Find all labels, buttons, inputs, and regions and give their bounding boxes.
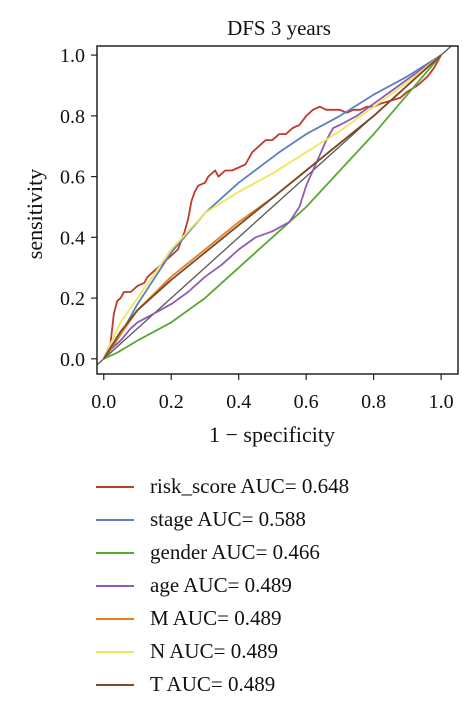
- legend-swatch: [96, 683, 134, 686]
- x-tick-label: 0.2: [159, 391, 184, 413]
- legend-entry: risk_score AUC= 0.648: [96, 470, 456, 503]
- series-line-0: [102, 54, 442, 360]
- y-tick-label: 0.6: [60, 167, 85, 189]
- plot-area: [96, 45, 452, 366]
- legend-entry: stage AUC= 0.588: [96, 503, 456, 536]
- legend-entry: N AUC= 0.489: [96, 635, 456, 668]
- legend-entry: age AUC= 0.489: [96, 569, 456, 602]
- legend-entry: M AUC= 0.489: [96, 602, 456, 635]
- plot-frame: [96, 45, 459, 375]
- legend-entry: gender AUC= 0.466: [96, 536, 456, 569]
- y-tick-label: 1.0: [60, 45, 85, 67]
- legend-swatch: [96, 650, 134, 653]
- y-axis-title: sensitivity: [22, 169, 47, 259]
- x-tick-label: 0.4: [226, 391, 251, 413]
- x-axis-title: 1 − specificity: [209, 422, 335, 447]
- legend-swatch: [96, 518, 134, 521]
- series-line-6: [102, 54, 442, 360]
- chart-title: DFS 3 years: [227, 16, 331, 40]
- x-tick-label: 0.0: [91, 391, 116, 413]
- roc-chart: DFS 3 years 0.0 0.2 0.4 0.6 0.8 1.00.00.20.40…: [22, 16, 459, 447]
- y-tick-label: 0.2: [60, 288, 85, 310]
- legend-label: M AUC= 0.489: [150, 606, 282, 630]
- legend: risk_score AUC= 0.648 stage AUC= 0.588 gen…: [96, 470, 456, 701]
- legend-swatch: [96, 617, 134, 620]
- series-line-5: [102, 54, 442, 360]
- y-tick-label: 0.4: [60, 227, 85, 249]
- x-tick-label: 0.8: [361, 391, 386, 413]
- legend-swatch: [96, 485, 134, 488]
- legend-label: T AUC= 0.489: [150, 672, 276, 696]
- legend-label: risk_score AUC= 0.648: [150, 474, 350, 498]
- x-tick-label: 1.0: [429, 391, 454, 413]
- series-line-2: [103, 54, 442, 360]
- y-tick-label: 0.0: [60, 349, 85, 371]
- legend-label: N AUC= 0.489: [150, 639, 278, 663]
- x-tick-label: 0.6: [294, 391, 319, 413]
- legend-swatch: [96, 584, 134, 587]
- legend-label: gender AUC= 0.466: [150, 540, 320, 564]
- legend-swatch: [96, 551, 134, 554]
- legend-label: stage AUC= 0.588: [150, 507, 306, 531]
- series-line-3: [102, 54, 442, 360]
- y-tick-label: 0.8: [60, 106, 85, 128]
- legend-label: age AUC= 0.489: [150, 573, 292, 597]
- axis-ticks: 0.0 0.2 0.4 0.6 0.8 1.0 0.0 0.2 0.4 0.6 0.8 1.0: [60, 45, 454, 413]
- legend-entry: T AUC= 0.489: [96, 668, 456, 701]
